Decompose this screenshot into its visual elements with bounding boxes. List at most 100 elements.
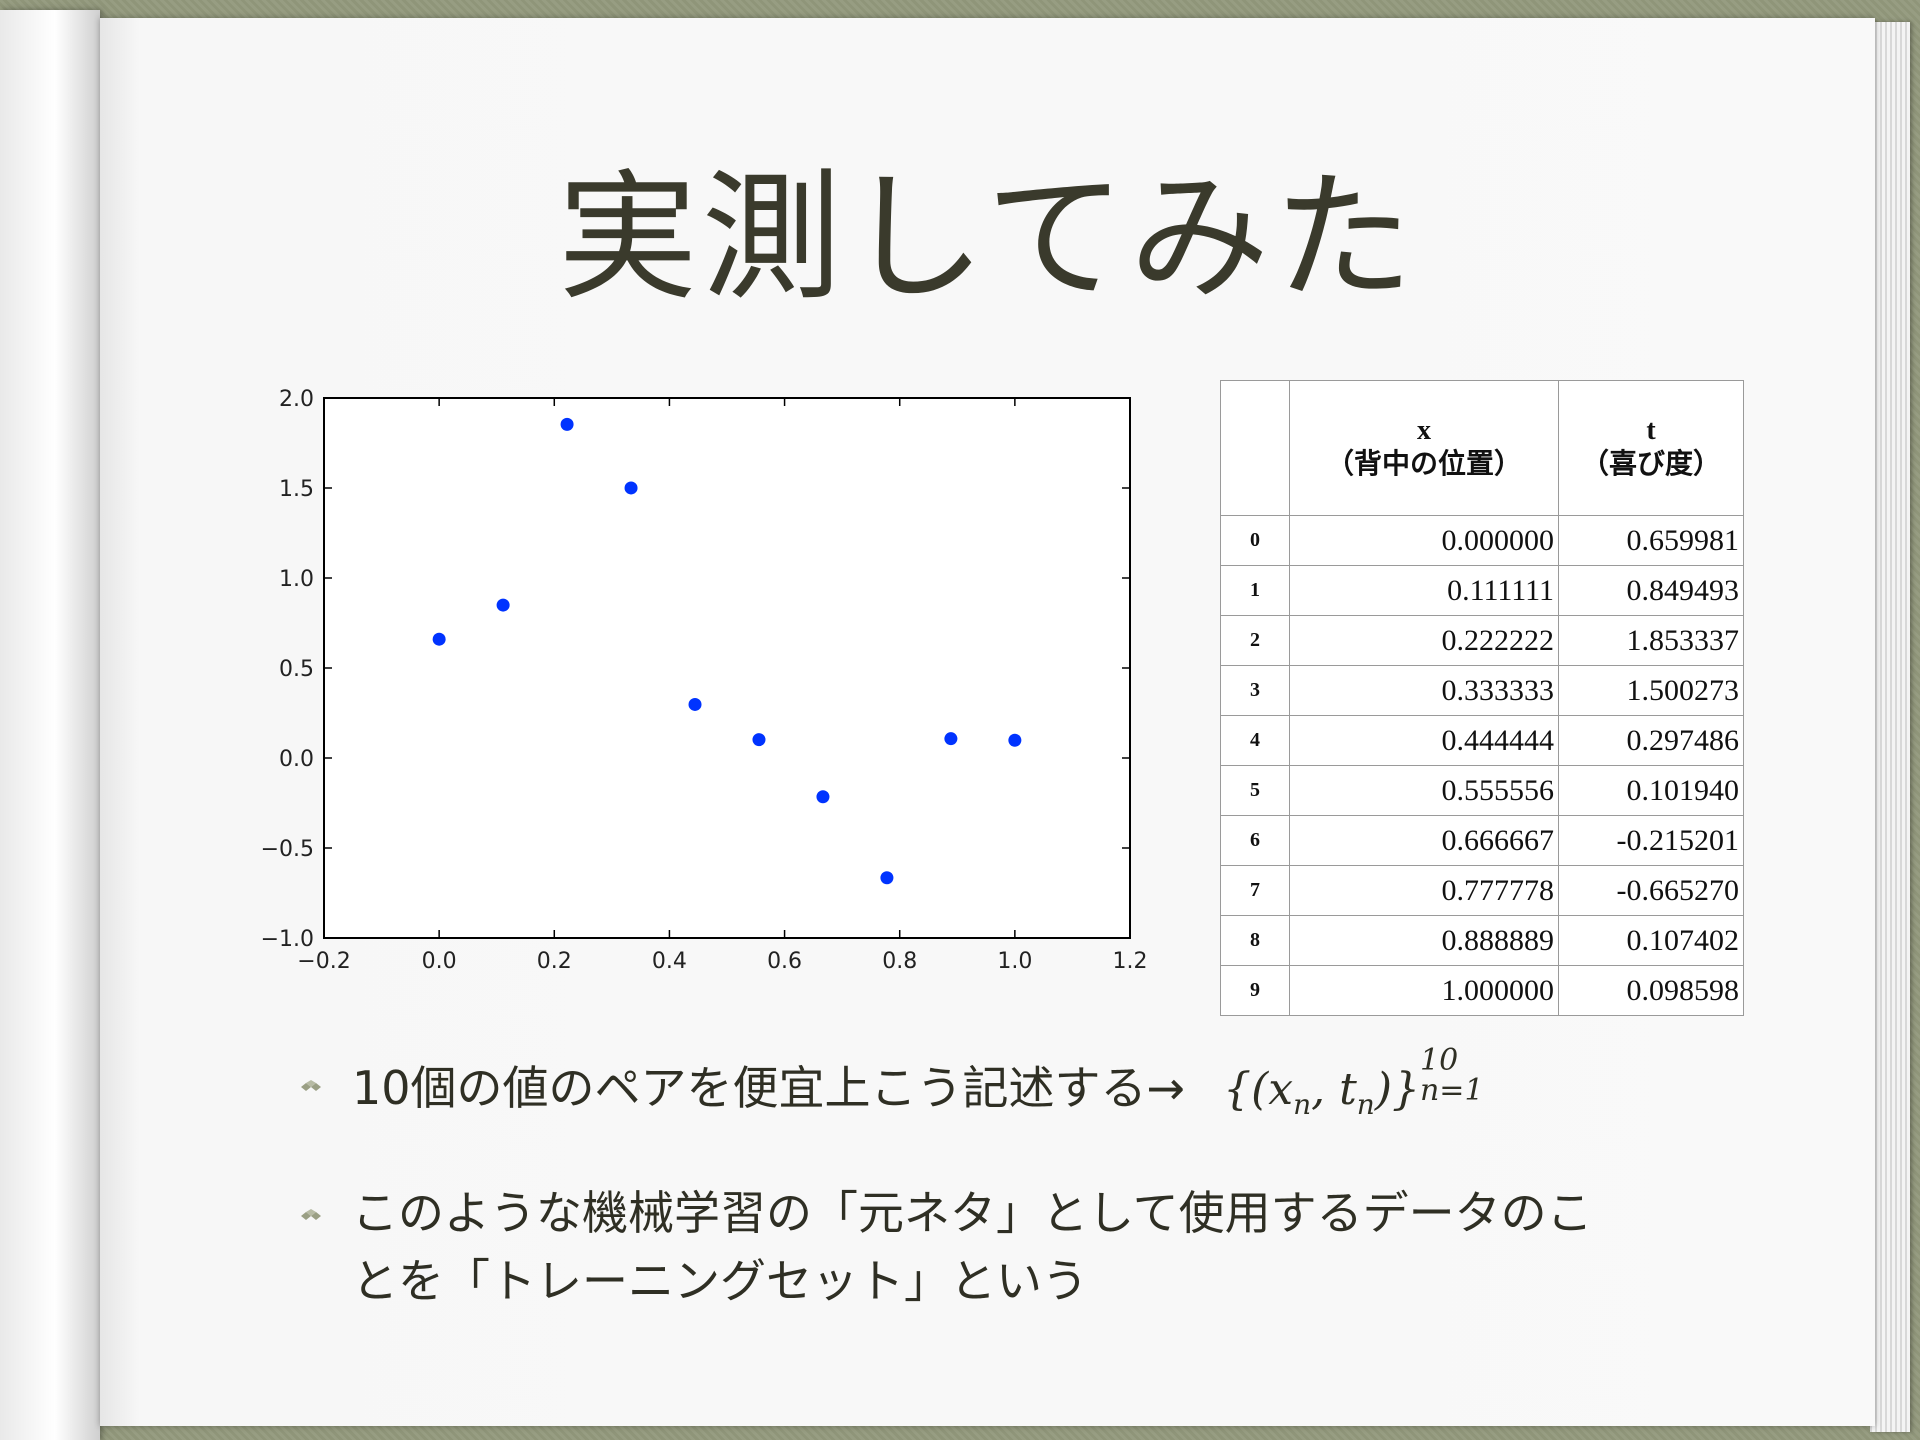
x-value: 0.111111 (1289, 565, 1559, 616)
data-point (432, 632, 446, 646)
slide-title: 実測してみた (557, 157, 1418, 320)
table-body: 0 0.000000 0.659981 1 0.111111 0.849493 2 0.2… (1220, 515, 1744, 1016)
formula-upper-limit: 10 (1419, 1043, 1459, 1078)
x-tick-label: 1.0 (997, 949, 1032, 974)
data-point (560, 417, 574, 431)
bullet-list: 10個の値のペアを便宜上こう記述する→ {(xn, tn)} 10 n=1 このような… (290, 1046, 1740, 1355)
formula-limits: 10 n=1 (1420, 1046, 1484, 1106)
data-point (1008, 733, 1022, 747)
data-point (688, 697, 702, 711)
bullet-icon (301, 1080, 321, 1091)
x-tick-label: 1.2 (1113, 949, 1148, 974)
y-tick-label: 2.0 (279, 387, 314, 412)
y-tick-label: 0.0 (279, 747, 314, 772)
x-value: 0.333333 (1289, 665, 1559, 716)
bullet-icon (301, 1208, 321, 1220)
table-row: 9 1.000000 0.098598 (1220, 965, 1744, 1016)
set-notation-formula: {(xn, tn)} 10 n=1 (1223, 1046, 1483, 1121)
data-point (880, 871, 894, 885)
t-value: 1.853337 (1558, 615, 1744, 666)
x-header: x （背中の位置） (1289, 380, 1559, 516)
x-axis: −0.2 0.0 0.2 0.4 0.6 0.8 1.0 1.2 (297, 398, 1148, 974)
formula-mid: , t (1311, 1064, 1357, 1115)
x-value: 0.222222 (1289, 615, 1559, 666)
t-header: t （喜び度） (1558, 380, 1744, 516)
x-value: 0.888889 (1289, 915, 1559, 966)
t-value: 0.098598 (1558, 965, 1744, 1016)
row-index: 1 (1220, 565, 1290, 616)
t-value: 0.849493 (1558, 565, 1744, 616)
data-point (944, 732, 958, 746)
t-value: 0.101940 (1558, 765, 1744, 816)
t-header-symbol: t (1646, 415, 1656, 446)
row-index: 2 (1220, 615, 1290, 666)
table-row: 2 0.222222 1.853337 (1220, 615, 1744, 666)
data-point (816, 790, 830, 804)
row-index: 5 (1220, 765, 1290, 816)
row-index: 6 (1220, 815, 1290, 866)
x-value: 0.555556 (1289, 765, 1559, 816)
x-tick-label: 0.0 (422, 949, 457, 974)
t-value: -0.215201 (1558, 815, 1744, 866)
data-point (496, 598, 510, 612)
bullet-text-notation: 10個の値のペアを便宜上こう記述する→ (352, 1061, 1186, 1115)
formula-close: )} (1374, 1064, 1420, 1115)
scatter-chart-svg: 2.0 1.5 1.0 0.5 0.0 −0.5 −1.0 −0.2 0.0 0.2 0.4 0.6… (261, 387, 1148, 974)
right-page-stack (1870, 22, 1910, 1432)
x-value: 0.444444 (1289, 715, 1559, 766)
x-header-desc: （背中の位置） (1325, 449, 1522, 480)
y-tick-label: 1.5 (279, 477, 314, 502)
formula-sub-t: n (1356, 1087, 1375, 1121)
table-header-row: x （背中の位置） t （喜び度） (1220, 380, 1744, 516)
formula-sub-x: n (1293, 1087, 1312, 1121)
index-header (1220, 380, 1290, 516)
table-row: 5 0.555556 0.101940 (1220, 765, 1744, 816)
bullet-item-notation: 10個の値のペアを便宜上こう記述する→ {(xn, tn)} 10 n=1 (290, 1046, 1740, 1139)
x-value: 1.000000 (1289, 965, 1559, 1016)
table-row: 8 0.888889 0.107402 (1220, 915, 1744, 966)
row-index: 8 (1220, 915, 1290, 966)
row-index: 7 (1220, 865, 1290, 916)
table-row: 3 0.333333 1.500273 (1220, 665, 1744, 716)
t-value: -0.665270 (1558, 865, 1744, 916)
row-index: 4 (1220, 715, 1290, 766)
table-row: 0 0.000000 0.659981 (1220, 515, 1744, 566)
x-value: 0.000000 (1289, 515, 1559, 566)
left-page-edge (0, 10, 100, 1440)
y-axis: 2.0 1.5 1.0 0.5 0.0 −0.5 −1.0 (261, 387, 1130, 952)
t-value: 1.500273 (1558, 665, 1744, 716)
scatter-chart: 2.0 1.5 1.0 0.5 0.0 −0.5 −1.0 −0.2 0.0 0.2 0.4 0.6… (240, 370, 1170, 990)
x-tick-label: 0.4 (652, 949, 687, 974)
bullet-item-training-set: このような機械学習の「元ネタ」として使用するデータのこ とを「トレーニングセット… (290, 1179, 1740, 1315)
y-tick-label: −1.0 (261, 927, 314, 952)
plot-frame (323, 397, 1131, 939)
formula-lower-limit: n=1 (1419, 1073, 1484, 1108)
t-value: 0.107402 (1558, 915, 1744, 966)
x-value: 0.666667 (1289, 815, 1559, 866)
formula-open: {(x (1223, 1064, 1294, 1115)
row-index: 0 (1220, 515, 1290, 566)
bullet-text-training-line2: とを「トレーニングセット」という (352, 1253, 1088, 1308)
data-table: x （背中の位置） t （喜び度） 0 0.000000 0.659981 1 0.1… (1220, 380, 1744, 1016)
table-row: 4 0.444444 0.297486 (1220, 715, 1744, 766)
x-tick-label: −0.2 (297, 949, 350, 974)
x-value: 0.777778 (1289, 865, 1559, 916)
data-point (624, 481, 638, 495)
x-tick-label: 0.8 (882, 949, 917, 974)
data-point (752, 733, 766, 747)
row-index: 9 (1220, 965, 1290, 1016)
table-row: 7 0.777778 -0.665270 (1220, 865, 1744, 916)
x-tick-label: 0.6 (767, 949, 802, 974)
row-index: 3 (1220, 665, 1290, 716)
bullet-text-training-line1: このような機械学習の「元ネタ」として使用するデータのこ (352, 1185, 1593, 1240)
y-tick-label: −0.5 (261, 837, 314, 862)
table-row: 1 0.111111 0.849493 (1220, 565, 1744, 616)
x-header-symbol: x (1417, 415, 1431, 446)
y-tick-label: 1.0 (279, 567, 314, 592)
t-value: 0.297486 (1558, 715, 1744, 766)
table-row: 6 0.666667 -0.215201 (1220, 815, 1744, 866)
data-points (432, 417, 1022, 885)
t-value: 0.659981 (1558, 515, 1744, 566)
x-tick-label: 0.2 (537, 949, 572, 974)
y-tick-label: 0.5 (279, 657, 314, 682)
